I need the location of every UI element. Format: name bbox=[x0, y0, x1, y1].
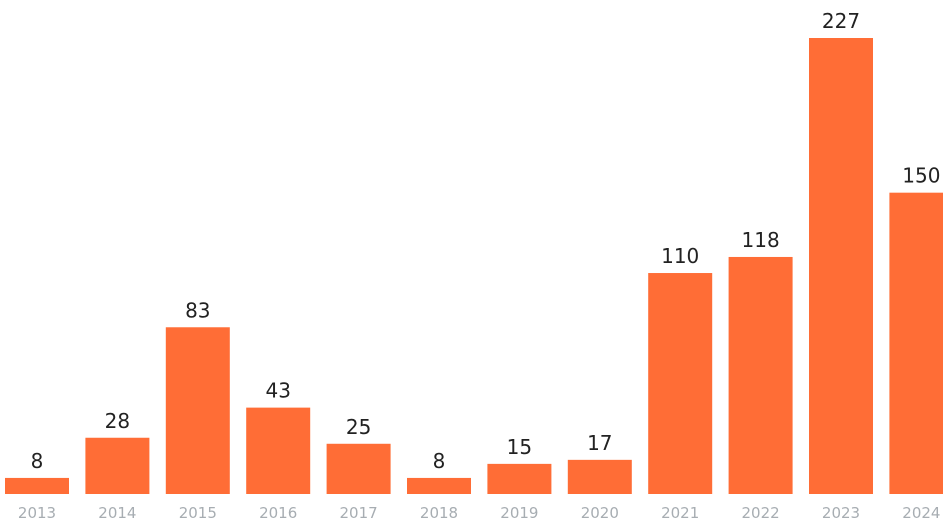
bar-2015 bbox=[165, 327, 230, 494]
bar-2020 bbox=[567, 459, 632, 494]
data-label-2019: 15 bbox=[507, 435, 532, 459]
x-tick-label-2021: 2021 bbox=[661, 504, 699, 522]
x-tick-label-2020: 2020 bbox=[581, 504, 619, 522]
bars-layer bbox=[5, 38, 943, 494]
data-label-2016: 43 bbox=[265, 379, 290, 403]
bar-2019 bbox=[487, 463, 552, 494]
data-label-2021: 110 bbox=[661, 244, 699, 268]
x-tick-label-2022: 2022 bbox=[742, 504, 780, 522]
data-label-2013: 8 bbox=[31, 449, 44, 473]
bar-2014 bbox=[85, 437, 150, 494]
x-tick-label-2019: 2019 bbox=[500, 504, 538, 522]
bar-2023 bbox=[809, 38, 873, 494]
bar-2017 bbox=[326, 443, 391, 494]
data-label-2014: 28 bbox=[105, 409, 130, 433]
data-label-2020: 17 bbox=[587, 431, 612, 455]
bar-2013 bbox=[5, 477, 69, 494]
x-tick-label-2024: 2024 bbox=[902, 504, 940, 522]
x-tick-label-2015: 2015 bbox=[179, 504, 217, 522]
x-tick-label-2014: 2014 bbox=[98, 504, 136, 522]
x-tick-label-2023: 2023 bbox=[822, 504, 860, 522]
value-labels-layer: 8 28 83 43 25 8 15 17 110 118 227 150 bbox=[31, 9, 941, 473]
x-tick-label-2017: 2017 bbox=[340, 504, 378, 522]
x-tick-label-2018: 2018 bbox=[420, 504, 458, 522]
data-label-2022: 118 bbox=[742, 228, 780, 252]
bar-2016 bbox=[246, 407, 311, 494]
bar-2018 bbox=[407, 477, 471, 494]
data-label-2015: 83 bbox=[185, 298, 210, 322]
data-label-2024: 150 bbox=[902, 164, 940, 188]
x-tick-label-2013: 2013 bbox=[18, 504, 56, 522]
bar-2024 bbox=[889, 192, 943, 494]
bar-2022 bbox=[728, 256, 793, 494]
x-tick-label-2016: 2016 bbox=[259, 504, 297, 522]
bar-2021 bbox=[648, 273, 713, 494]
x-axis-tick-labels: 2013 2014 2015 2016 2017 2018 2019 2020 2021 2022… bbox=[18, 504, 941, 522]
data-label-2017: 25 bbox=[346, 415, 371, 439]
data-label-2018: 8 bbox=[433, 449, 446, 473]
data-label-2023: 227 bbox=[822, 9, 860, 33]
